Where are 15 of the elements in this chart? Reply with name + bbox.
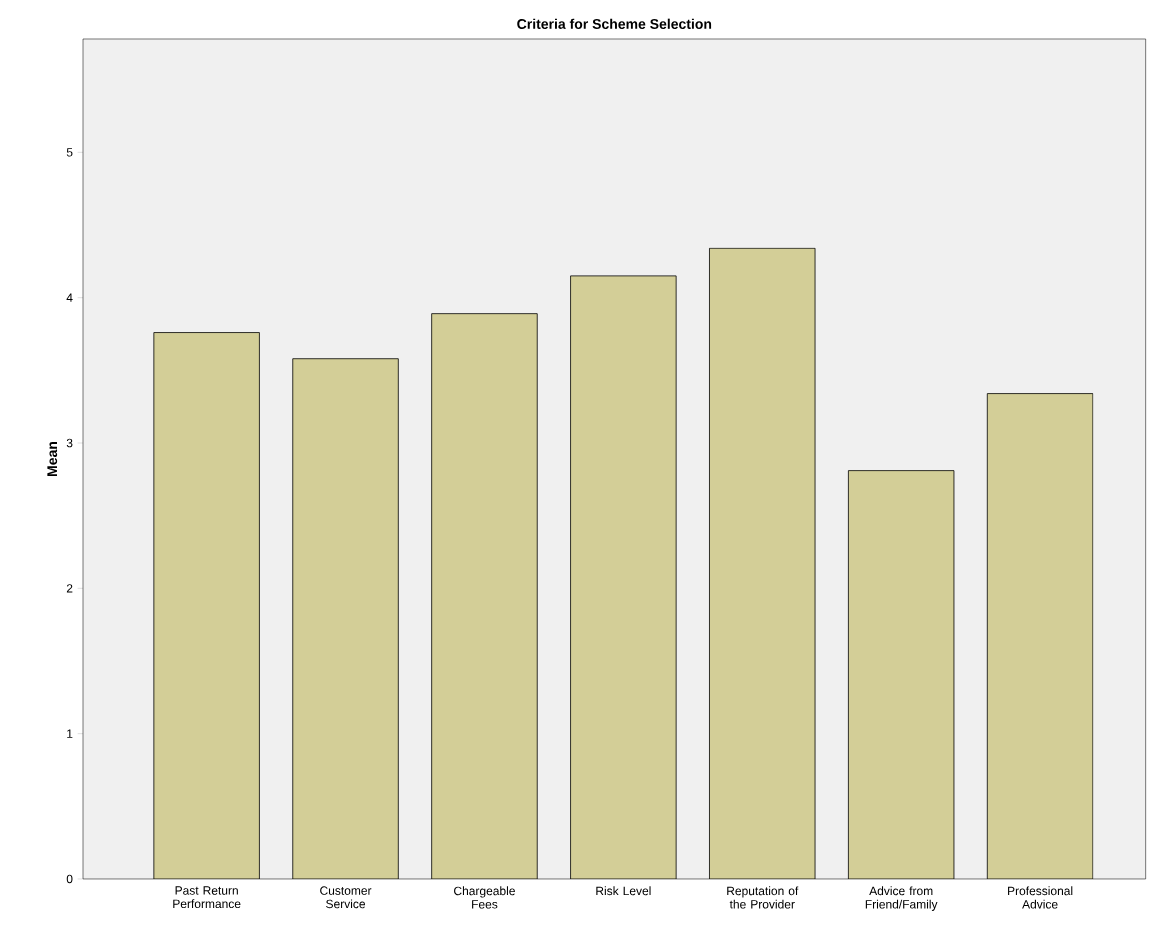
y-axis-title: Mean (47, 441, 58, 476)
y-tick-label: 4 (66, 293, 73, 302)
y-tick-label: 2 (66, 584, 73, 593)
x-tick-label: Advice from Friend/Family (865, 886, 938, 911)
x-tick-label: Customer Service (320, 886, 372, 909)
y-tick-label: 3 (66, 438, 73, 448)
x-tick-label: Reputation of the Provider (727, 886, 799, 909)
y-tick-label: 0 (66, 874, 73, 884)
chart-title: Criteria for Scheme Selection (517, 18, 712, 29)
x-tick-label: Risk Level (596, 886, 651, 896)
x-tick-label: Chargeable Fees (454, 886, 515, 909)
x-tick-label: Professional Advice (1008, 886, 1073, 909)
x-tick-label: Past Return Performance (173, 886, 241, 909)
y-tick-label: 1 (67, 729, 73, 738)
y-tick-label: 5 (66, 148, 73, 157)
